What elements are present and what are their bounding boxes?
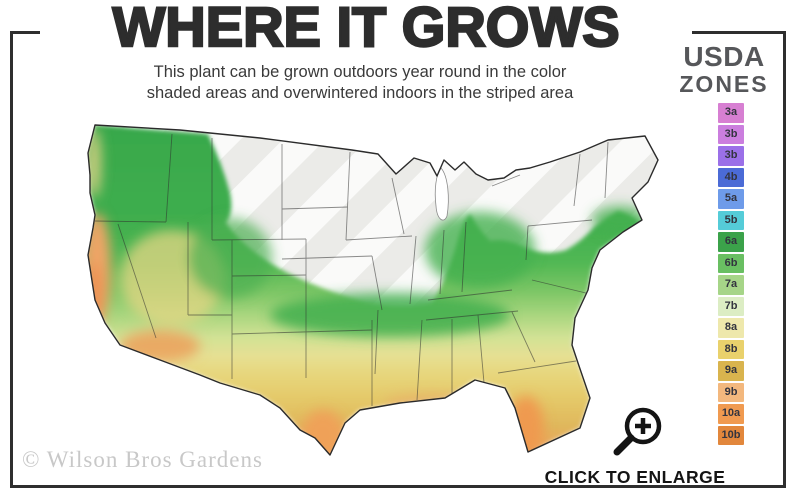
page-title: WHERE IT GROWS	[40, 0, 692, 59]
zone-chip-7a: 7a	[718, 275, 744, 295]
click-to-enlarge-control[interactable]: CLICK TO ENLARGE	[535, 402, 735, 488]
subtitle-line-1: This plant can be grown outdoors year ro…	[153, 63, 567, 81]
blob-midwest-green	[425, 212, 535, 288]
us-outline	[87, 124, 659, 456]
zone-chip-3b: 3b	[718, 146, 744, 166]
usda-zones-legend-heading: USDA ZONES	[664, 41, 784, 97]
subtitle-line-2: shaded areas and overwintered indoors in…	[146, 84, 574, 102]
zone-chip-5b: 5b	[718, 210, 744, 230]
zone-chip-list: 3a 3b 3b 4b 5a 5b 6a 6b 7a 7b 8a 8b 9a 9b 10a 10b	[718, 103, 744, 445]
click-to-enlarge-label[interactable]: CLICK TO ENLARGE	[544, 467, 726, 487]
lake-michigan	[434, 167, 449, 221]
us-map-graphic	[87, 124, 659, 456]
zone-chip-10a: 10a	[718, 404, 744, 424]
zone-chip-10b: 10b	[718, 425, 744, 445]
watermark: © Wilson Bros Gardens	[22, 447, 263, 472]
zone-chip-5a: 5a	[718, 189, 744, 209]
legend-title-usda: USDA	[683, 41, 765, 72]
usda-zone-map[interactable]	[60, 108, 680, 478]
zone-chip-3b: 3b	[718, 124, 744, 144]
zone-chip-8b: 8b	[718, 339, 744, 359]
magnifier-zoom-icon[interactable]	[603, 402, 667, 458]
blob-rockies-green	[188, 218, 272, 298]
blob-south-arizona-orange	[120, 330, 200, 362]
blob-gulf-coast-orange	[384, 394, 480, 414]
zone-chip-6b: 6b	[718, 253, 744, 273]
zone-chip-3a: 3a	[718, 103, 744, 123]
state-borders	[94, 133, 609, 406]
blob-new-england-green	[592, 206, 648, 234]
zone-chip-6a: 6a	[718, 232, 744, 252]
blob-plains-green-band	[270, 293, 510, 337]
zone-chip-8a: 8a	[718, 318, 744, 338]
zone-chip-7b: 7b	[718, 296, 744, 316]
legend-title-zones: ZONES	[679, 71, 769, 97]
zone-chip-9a: 9a	[718, 361, 744, 381]
subtitle: This plant can be grown outdoors year ro…	[70, 62, 650, 104]
zone-chip-4b: 4b	[718, 167, 744, 187]
zone-chip-9b: 9b	[718, 382, 744, 402]
